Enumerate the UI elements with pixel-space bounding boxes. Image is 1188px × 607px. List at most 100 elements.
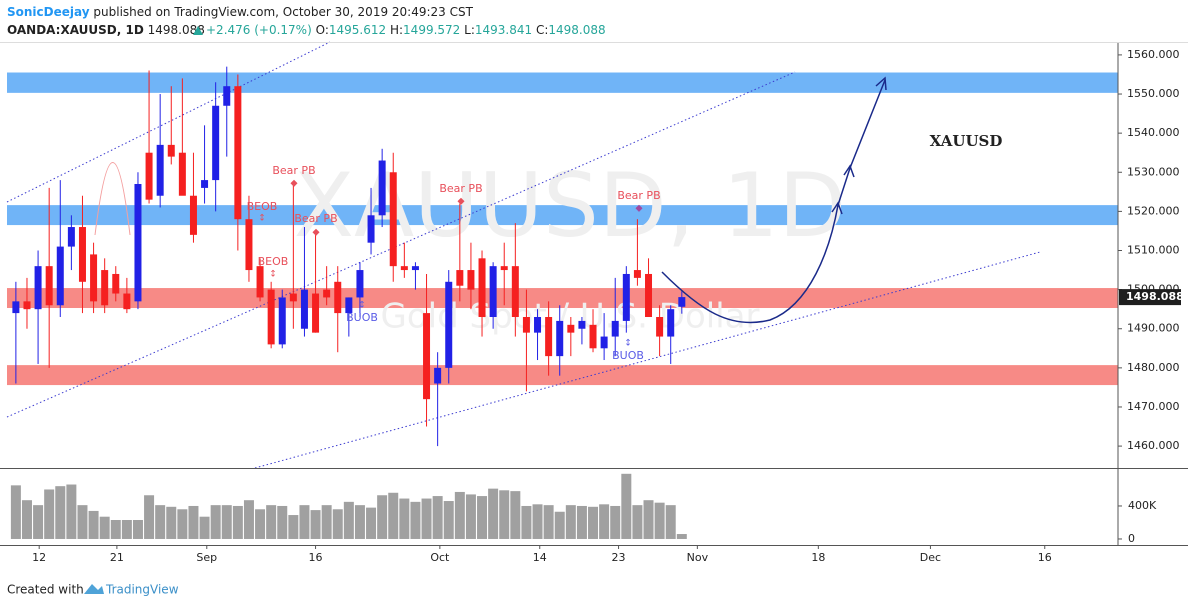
marker	[312, 228, 320, 236]
volume-bar	[132, 520, 143, 539]
candle-body	[567, 324, 575, 333]
volume-bar	[565, 505, 576, 539]
h-value: 1499.572	[403, 23, 460, 37]
volume-bar	[232, 505, 243, 539]
header: SonicDeejay published on TradingView.com…	[7, 5, 606, 37]
volume-bar	[121, 520, 132, 539]
x-tick-label: 16	[1038, 551, 1052, 564]
volume-bar	[288, 515, 299, 539]
candle-body	[267, 289, 275, 345]
candle-body	[334, 281, 342, 314]
volume-tick-label: 0	[1128, 532, 1135, 545]
volume-bar	[610, 505, 621, 539]
volume-bar	[33, 505, 44, 539]
volume-bar	[510, 491, 521, 539]
volume-bar	[643, 500, 654, 539]
l-value: 1493.841	[475, 23, 532, 37]
published: published on TradingView.com, October 30…	[93, 5, 473, 19]
candle-body	[123, 293, 131, 310]
arrow-head	[831, 201, 843, 215]
annotation: BUOB	[346, 311, 378, 324]
volume-bar	[366, 507, 377, 539]
candle-body	[34, 266, 42, 310]
volume-bar	[166, 506, 177, 539]
change: +2.476 (+0.17%)	[206, 23, 312, 37]
annotation: Bear PB	[617, 189, 660, 202]
volume-bar	[354, 505, 365, 539]
candle-body	[189, 195, 197, 235]
candle-body	[456, 270, 464, 286]
volume-bar	[210, 505, 221, 539]
volume-bar	[632, 505, 643, 539]
candle-body	[600, 336, 608, 349]
annotations: Bear PB Bear PB Bear PB Bear PB BEOB ↕ B…	[247, 132, 1003, 362]
footer-brand: TradingView	[105, 583, 179, 597]
annotation-icon: ↕	[269, 270, 277, 280]
candle-body	[467, 270, 475, 290]
candle-body	[667, 309, 675, 337]
symbol: OANDA:XAUUSD, 1D	[7, 23, 144, 37]
annotation: Bear PB	[439, 182, 482, 195]
last-price-label: 1498.088	[1126, 290, 1184, 303]
x-tick-label: 18	[811, 551, 825, 564]
volume-bar	[576, 505, 587, 539]
volume-bar	[654, 502, 665, 539]
volume-bar	[255, 509, 266, 539]
volume-bar	[454, 491, 465, 539]
volume-bar	[321, 505, 332, 539]
l-label: L:	[464, 23, 475, 37]
y-tick-label: 1520.000	[1127, 204, 1180, 217]
volume-bar	[410, 501, 421, 539]
last: 1498.088	[148, 23, 205, 37]
volume-bar	[243, 500, 254, 539]
candle-body	[545, 317, 553, 357]
candle-body	[389, 172, 397, 267]
c-label: C:	[536, 23, 548, 37]
candle-body	[622, 273, 630, 321]
volume-bar	[388, 492, 399, 539]
candle-body	[167, 144, 175, 157]
volume-pane	[10, 473, 687, 539]
volume-bar	[277, 505, 288, 539]
candle-body	[411, 266, 419, 271]
volume-tick-label: 400K	[1128, 499, 1157, 512]
candle-body	[556, 320, 564, 357]
volume-bar	[99, 516, 110, 539]
candle-body	[678, 297, 686, 307]
volume-bar	[88, 510, 99, 539]
y-tick-label: 1550.000	[1127, 87, 1180, 100]
volume-bar	[155, 505, 166, 539]
x-tick-label: 12	[32, 551, 46, 564]
zone	[7, 365, 1118, 386]
candle-body	[90, 254, 98, 302]
volume-bar	[332, 509, 343, 539]
volume-bar	[77, 505, 88, 539]
volume-bar	[421, 498, 432, 539]
volume-bar	[521, 505, 532, 539]
volume-bar	[665, 505, 676, 539]
candle-body	[178, 152, 186, 196]
candle-body	[423, 313, 431, 400]
last-price-box	[1119, 289, 1181, 306]
volume-bar	[55, 486, 66, 539]
candle-body	[312, 293, 320, 333]
candle-body	[500, 266, 508, 271]
annotation-icon: ↕	[258, 214, 266, 224]
y-tick-label: 1530.000	[1127, 165, 1180, 178]
candle-body	[201, 180, 209, 188]
volume-bar	[199, 516, 210, 539]
y-tick-label: 1460.000	[1127, 439, 1180, 452]
volume-bar	[676, 534, 687, 539]
arrow-head	[875, 76, 887, 91]
candle-body	[223, 86, 231, 106]
candle-body	[112, 273, 120, 294]
candle-body	[289, 293, 297, 302]
chart-label: XAUUSD	[930, 132, 1003, 150]
candle-body	[12, 301, 20, 314]
candle-body	[400, 266, 408, 271]
volume-bar	[144, 495, 155, 539]
footer-text: Created with	[7, 583, 84, 597]
volume-bar	[44, 489, 55, 539]
candle-body	[378, 160, 386, 216]
candle-body	[589, 324, 597, 349]
